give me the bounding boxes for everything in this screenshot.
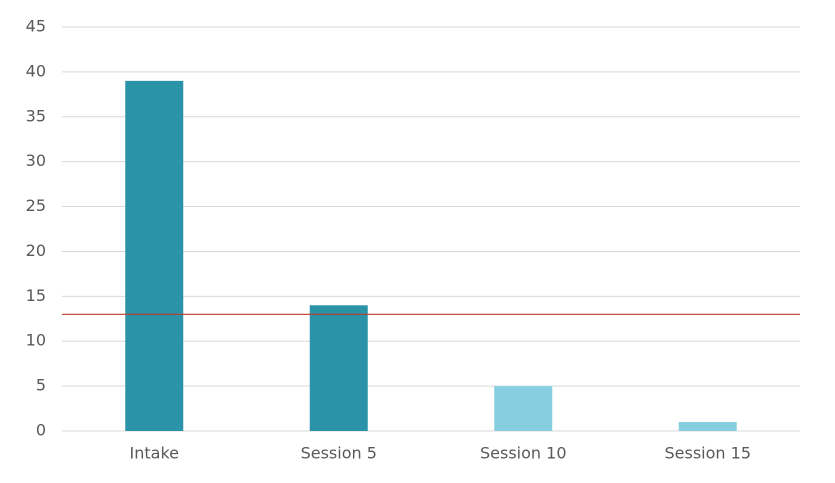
bar: [125, 80, 184, 431]
y-tick-label: 30: [26, 151, 46, 170]
y-tick-label: 35: [26, 106, 46, 125]
bar: [309, 305, 368, 431]
x-tick-label: Session 10: [480, 444, 567, 463]
y-tick-label: 10: [26, 331, 46, 350]
y-tick-label: 5: [36, 376, 46, 395]
x-tick-label: Intake: [130, 444, 179, 463]
x-tick-label: Session 5: [301, 444, 377, 463]
y-tick-label: 20: [26, 241, 46, 260]
y-tick-label: 0: [36, 421, 46, 440]
x-tick-label: Session 15: [665, 444, 752, 463]
y-tick-label: 15: [26, 286, 46, 305]
y-tick-label: 40: [26, 61, 46, 80]
y-tick-label: 45: [26, 17, 46, 36]
bar: [678, 422, 737, 431]
y-tick-label: 25: [26, 196, 46, 215]
bar: [494, 386, 553, 431]
